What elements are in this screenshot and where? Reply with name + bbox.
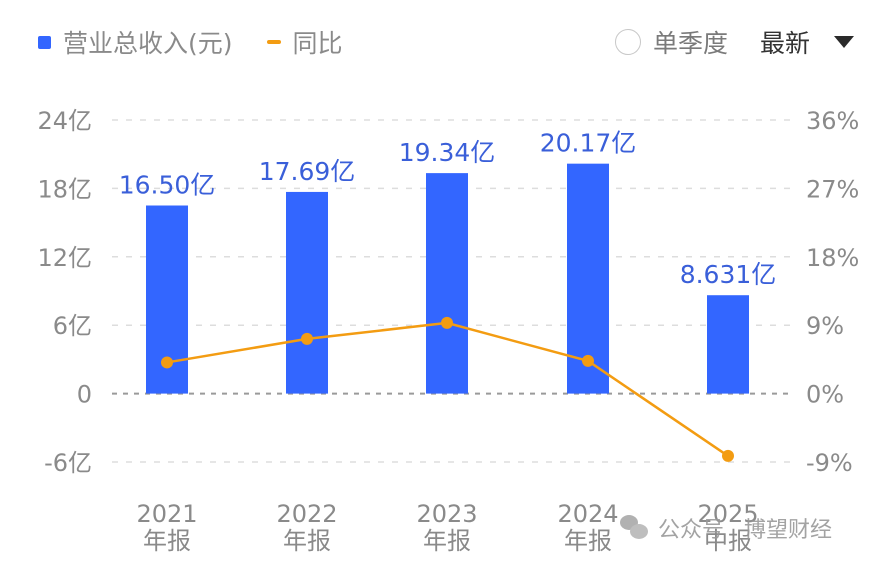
bar-value-label: 19.34亿 — [399, 138, 496, 167]
left-axis-tick: -6亿 — [44, 449, 92, 477]
wechat-icon — [620, 515, 650, 541]
single-quarter-label[interactable]: 单季度 — [652, 29, 728, 58]
right-axis-tick: 0% — [806, 381, 844, 409]
right-axis-tick: 27% — [806, 175, 859, 203]
left-axis-tick: 6亿 — [53, 312, 92, 340]
yoy-point[interactable] — [161, 356, 173, 369]
sort-dropdown-label[interactable]: 最新 — [759, 29, 810, 58]
yoy-legend-label: 同比 — [292, 29, 343, 58]
left-axis-tick: 24亿 — [37, 107, 92, 135]
x-axis-period-label: 年报 — [564, 527, 612, 555]
chart-controls: 单季度 最新 — [614, 24, 854, 60]
watermark-prefix: 公众号 — [658, 518, 725, 543]
x-axis-year-label: 2024 — [557, 500, 618, 528]
revenue-bar[interactable] — [707, 295, 749, 394]
revenue-bar[interactable] — [286, 191, 328, 394]
watermark-name: 博望财经 — [744, 518, 833, 543]
x-axis-period-label: 年报 — [283, 527, 331, 555]
x-axis-period-label: 中报 — [704, 527, 752, 555]
left-axis-tick: 18亿 — [37, 175, 92, 203]
x-axis-year-label: 2021 — [136, 500, 197, 528]
x-axis-year-label: 2022 — [276, 500, 337, 528]
x-axis-period-label: 年报 — [143, 527, 191, 555]
bar-value-label: 20.17亿 — [540, 129, 637, 158]
legend: 营业总收入(元) 同比 — [38, 24, 343, 60]
revenue-bar[interactable] — [426, 173, 468, 394]
revenue-legend-label: 营业总收入(元) — [63, 29, 233, 58]
yoy-point[interactable] — [722, 449, 734, 462]
right-axis-tick: 36% — [806, 107, 859, 135]
yoy-point[interactable] — [301, 332, 313, 345]
yoy-point[interactable] — [582, 354, 594, 367]
right-axis-tick: -9% — [806, 449, 853, 477]
x-axis-year-label: 2023 — [416, 500, 477, 528]
bar-value-label: 16.50亿 — [119, 171, 216, 200]
bar-value-label: 8.631亿 — [680, 260, 777, 289]
single-quarter-radio[interactable] — [614, 29, 641, 55]
x-axis-year-label: 2025 — [697, 500, 758, 528]
bar-value-label: 17.69亿 — [259, 157, 356, 186]
left-axis-tick: 0 — [77, 381, 92, 409]
yoy-point[interactable] — [441, 316, 453, 329]
watermark: 公众号 博望财经 — [620, 512, 832, 544]
left-axis-tick: 12亿 — [37, 244, 92, 272]
revenue-legend-swatch — [38, 35, 51, 49]
right-axis-tick: 18% — [806, 244, 859, 272]
yoy-legend-swatch — [266, 40, 281, 44]
right-axis-tick: 9% — [806, 312, 844, 340]
dropdown-caret-icon[interactable] — [834, 36, 854, 48]
x-axis-period-label: 年报 — [423, 527, 471, 555]
